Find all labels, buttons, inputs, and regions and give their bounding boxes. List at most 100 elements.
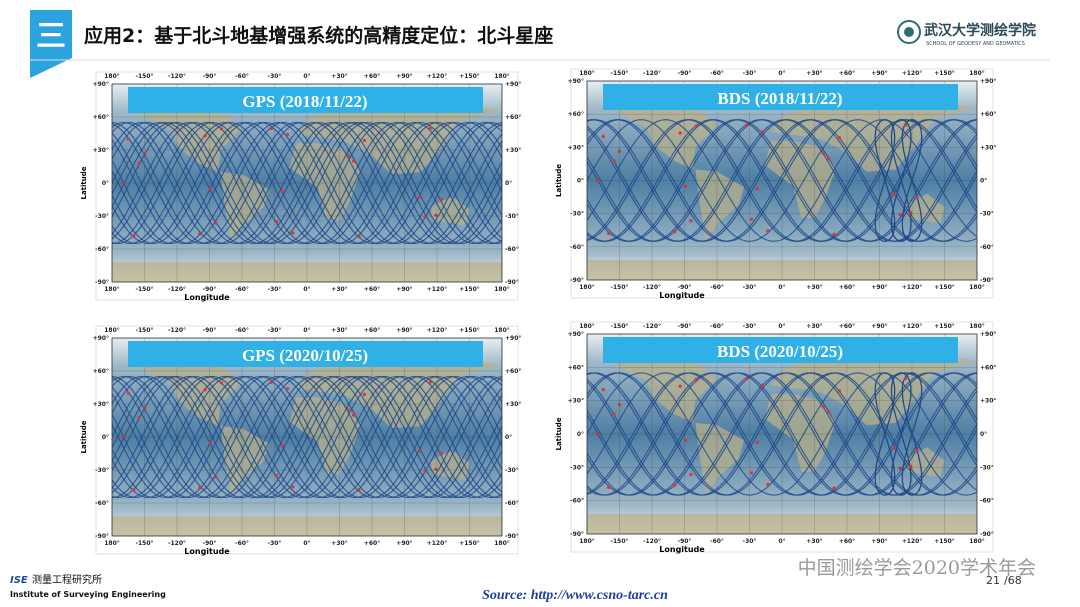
satellite-marker [689, 472, 693, 477]
lon-tick-label: +30° [331, 286, 347, 293]
ground-track [112, 375, 502, 499]
ground-track [587, 372, 977, 496]
lon-tick-label: 0° [303, 286, 310, 293]
satellite-marker [683, 184, 688, 189]
ground-track [587, 119, 977, 242]
panel-title-bar [128, 87, 483, 113]
lat-tick-label: 0° [980, 178, 987, 185]
satellite-marker [275, 473, 279, 478]
satellite-marker [126, 137, 130, 141]
ground-track [112, 121, 502, 245]
y-axis-label: Latitude [555, 417, 563, 450]
lon-tick-label: 0° [303, 73, 310, 80]
ground-track [587, 119, 977, 242]
satellite-marker [126, 391, 130, 395]
ground-track [587, 372, 977, 496]
ground-track [587, 372, 977, 496]
watermark: 中国测绘学会2020学术年会 [798, 557, 1036, 579]
lon-tick-label: +120° [902, 538, 923, 545]
satellite-marker [208, 187, 213, 191]
logo-text: 武汉大学测绘学院 [924, 22, 1036, 39]
logo-emblem-core [904, 27, 914, 37]
lon-tick-label: 180° [969, 538, 985, 545]
lon-tick-label: 180° [579, 70, 595, 77]
lat-tick-label: -90° [570, 531, 584, 538]
lat-tick-label: 0° [102, 434, 109, 441]
ground-track [112, 375, 502, 499]
satellite-marker [423, 215, 427, 219]
lat-tick-label: -30° [505, 213, 519, 220]
land [603, 100, 717, 170]
lon-tick-label: -30° [268, 327, 282, 334]
ground-track [112, 375, 502, 499]
lat-tick-label: -60° [95, 500, 109, 507]
ground-track [112, 121, 502, 245]
lon-tick-label: -120° [168, 73, 186, 80]
ground-track [587, 119, 977, 242]
ground-track [112, 121, 502, 245]
map-panel: 180° 180° -150° -150° -120° -120° -90° -90° -60°… [555, 321, 996, 554]
lon-tick-label: 180° [104, 286, 120, 293]
ground-track [587, 372, 977, 496]
ground-track [112, 121, 502, 245]
ground-track [112, 375, 502, 499]
lon-tick-label: -150° [135, 73, 153, 80]
lon-tick-label: 180° [494, 540, 510, 547]
satellite-marker [208, 441, 213, 445]
lat-tick-label: +30° [93, 147, 109, 154]
page-number: 21 [986, 574, 1000, 587]
lat-tick-label: +90° [505, 81, 521, 88]
ground-track [112, 121, 502, 245]
source-link: Source: http://www.csno-tarc.cn [482, 588, 668, 603]
satellite-marker [694, 124, 699, 128]
satellite-marker [214, 475, 218, 479]
lon-tick-label: -120° [643, 284, 661, 291]
map-panel: 180° 180° -150° -150° -120° -120° -90° -90° -60°… [80, 325, 521, 556]
satellite-marker [760, 130, 765, 134]
lon-tick-label: -150° [610, 323, 628, 330]
lon-tick-label: -90° [203, 286, 217, 293]
panel-title: BDS (2018/11/22) [717, 89, 842, 108]
satellite-marker [914, 195, 918, 199]
lon-tick-label: +120° [427, 73, 448, 80]
lon-tick-label: +120° [427, 540, 448, 547]
lon-tick-label: 0° [778, 538, 785, 545]
lat-tick-label: +60° [505, 114, 521, 121]
lon-tick-label: +120° [902, 284, 923, 291]
satellite-marker [346, 408, 350, 412]
lon-tick-label: -90° [203, 540, 217, 547]
satellite-marker [280, 189, 284, 193]
satellite-marker [219, 127, 224, 131]
satellite-marker [893, 446, 897, 450]
lon-tick-label: -150° [610, 538, 628, 545]
panel-title: GPS (2018/11/22) [242, 92, 367, 111]
lon-tick-label: +90° [871, 70, 887, 77]
lat-tick-label: +60° [505, 368, 521, 375]
lon-tick-label: 180° [104, 540, 120, 547]
lon-tick-label: +60° [364, 286, 380, 293]
lon-tick-label: -30° [268, 286, 282, 293]
lon-tick-label: -120° [168, 540, 186, 547]
lat-tick-label: -90° [570, 277, 584, 284]
satellite-marker [269, 380, 273, 385]
satellite-marker [198, 486, 202, 490]
ground-track [587, 119, 977, 242]
lon-tick-label: -60° [235, 327, 249, 334]
x-axis-label: Longitude [659, 291, 705, 300]
lat-tick-label: +60° [568, 111, 584, 118]
satellite-marker [439, 451, 443, 455]
lat-tick-label: -30° [570, 464, 584, 471]
satellite-marker [766, 482, 770, 487]
satellite-marker [755, 187, 759, 191]
satellite-marker [280, 443, 284, 447]
lon-tick-label: -90° [678, 70, 692, 77]
ground-track [587, 119, 977, 242]
land [764, 140, 837, 219]
satellite-marker [673, 230, 677, 234]
lon-tick-label: +30° [806, 323, 822, 330]
lat-tick-label: +30° [568, 144, 584, 151]
satellite-marker [203, 388, 207, 392]
ground-track [112, 375, 502, 499]
lon-tick-label: 180° [579, 284, 595, 291]
lat-tick-label: -90° [980, 531, 994, 538]
